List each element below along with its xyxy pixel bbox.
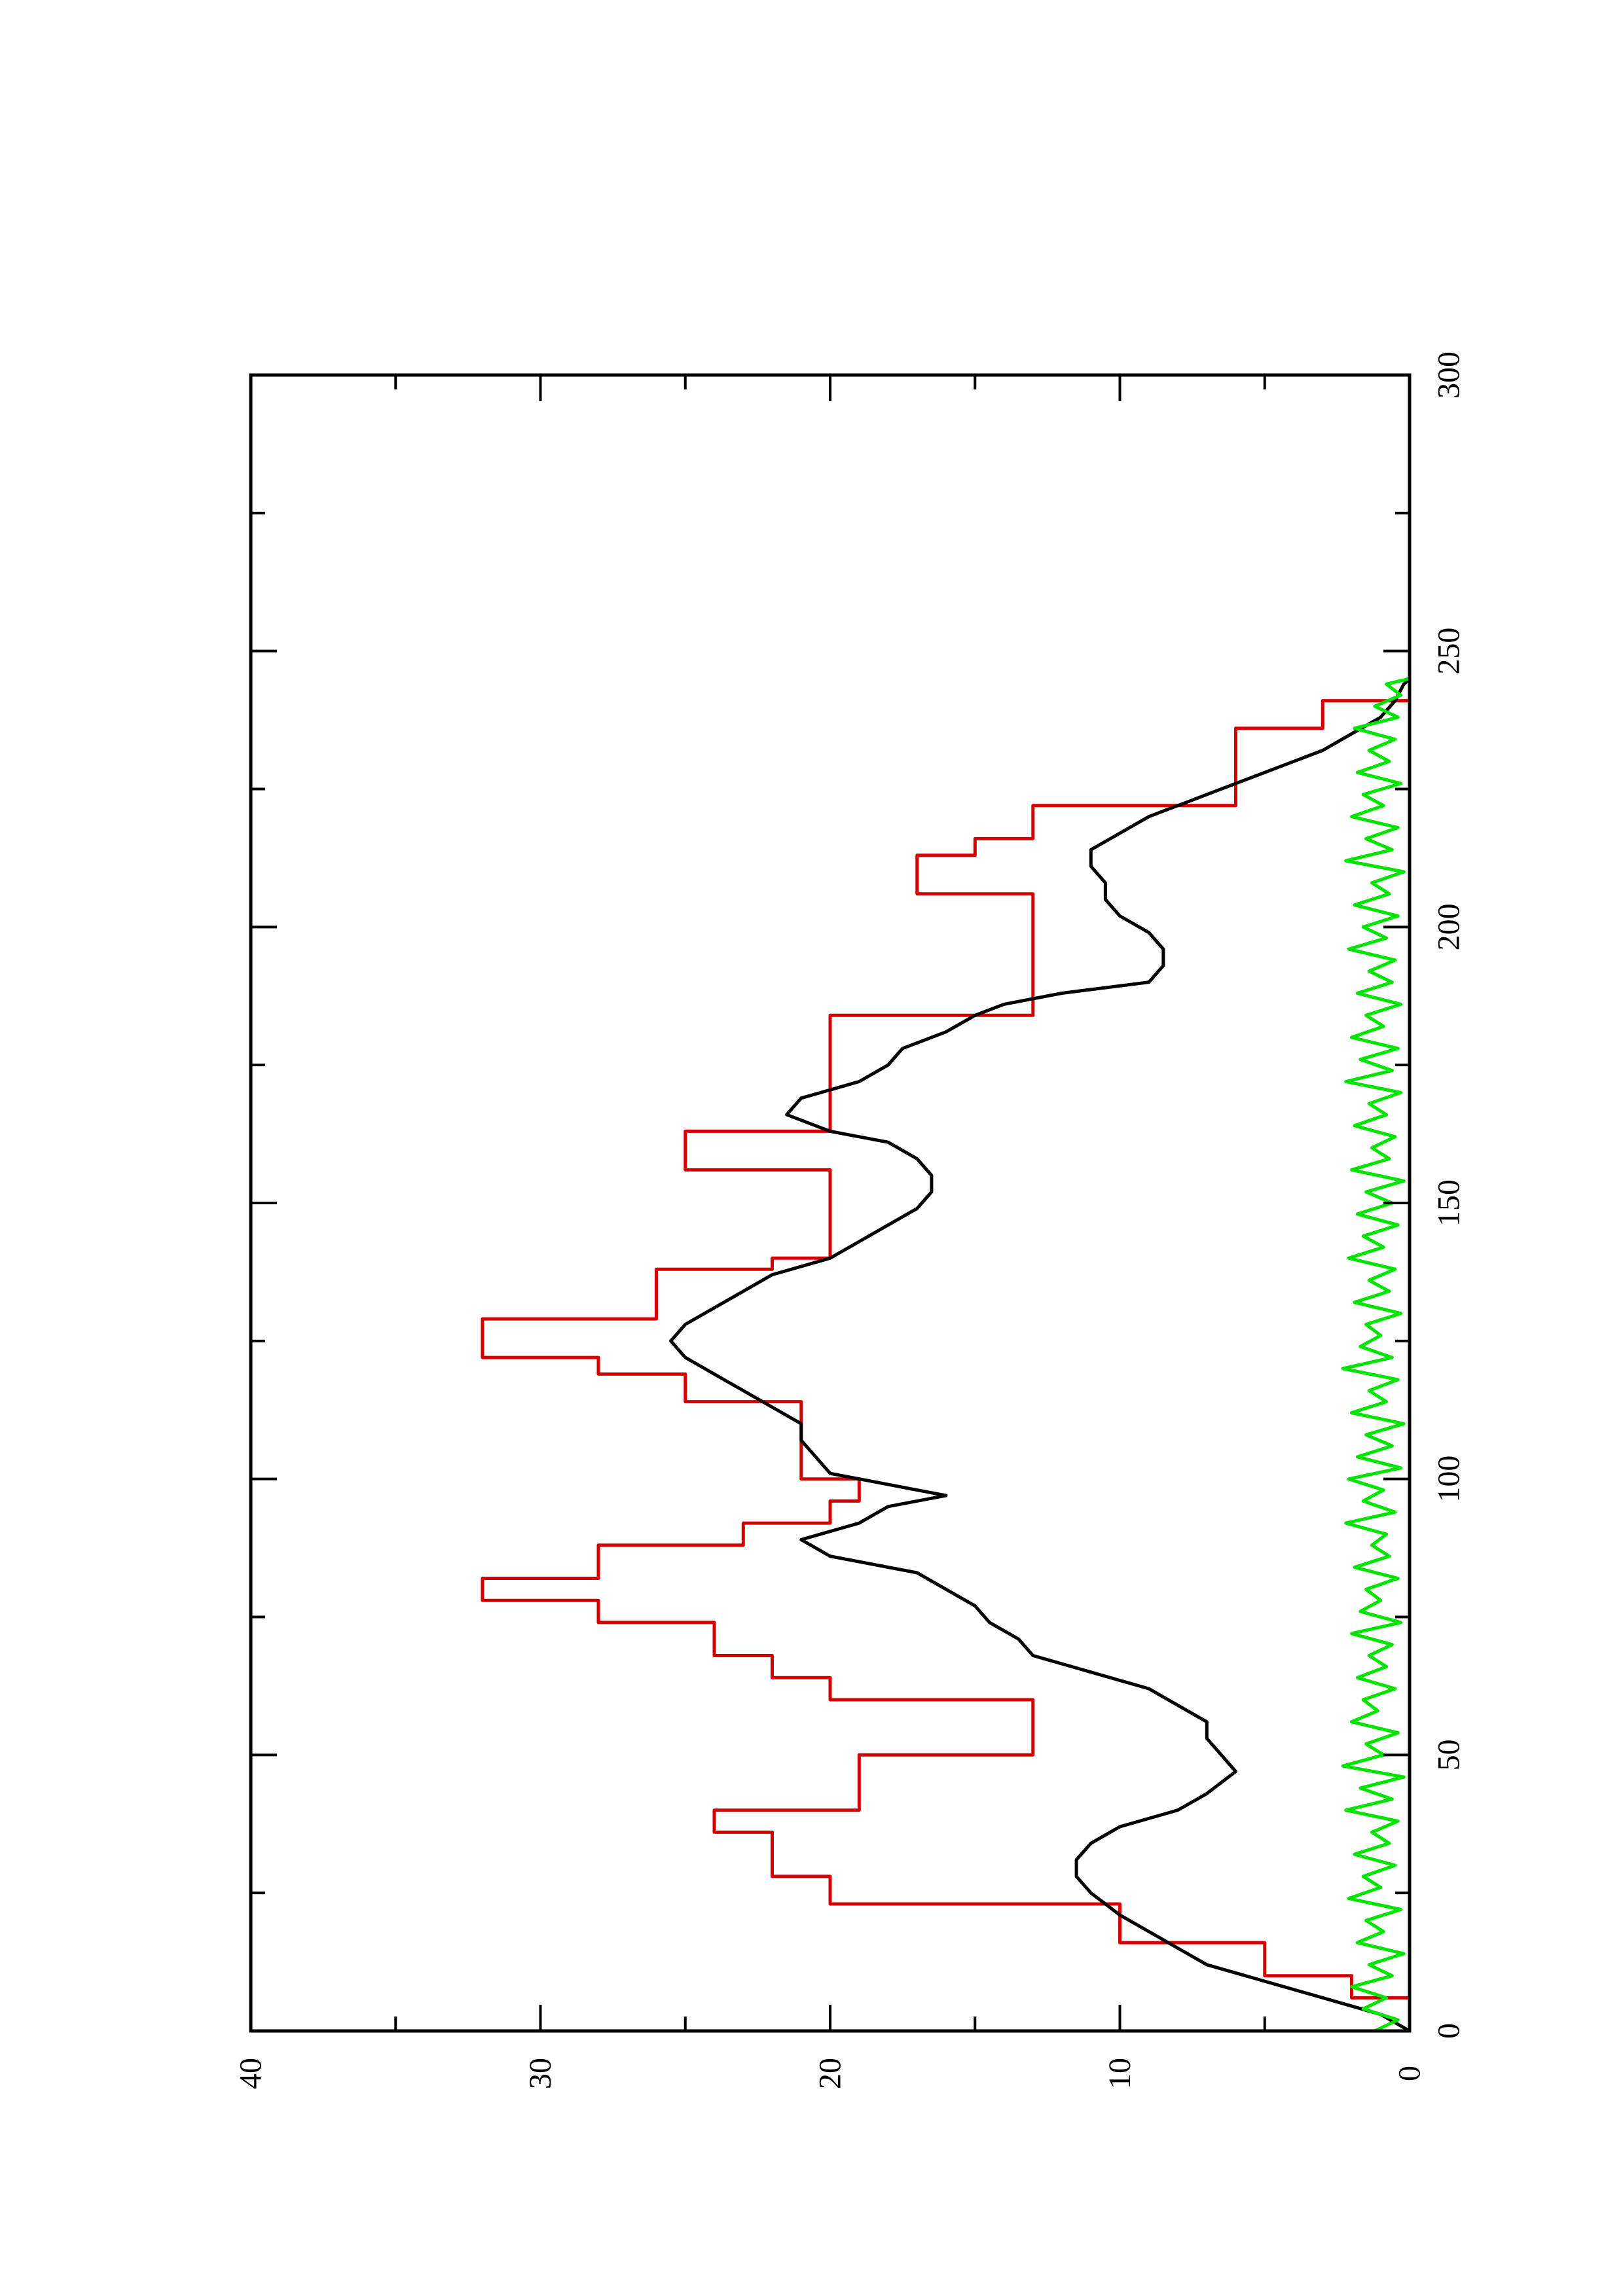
series-line-2 bbox=[669, 677, 1412, 2033]
x-tick-label: 250 bbox=[1432, 628, 1467, 675]
y-tick-label: 40 bbox=[234, 2058, 268, 2089]
y-tick-label: 30 bbox=[523, 2058, 558, 2089]
x-tick-label: 300 bbox=[1432, 351, 1467, 399]
x-tick-label: 100 bbox=[1432, 1456, 1467, 1503]
y-tick-label: 10 bbox=[1103, 2058, 1137, 2089]
tick-label-layer: 0 50 100 150 200 250 300 0 10 20 30 40 bbox=[234, 351, 1467, 2089]
series-line-3 bbox=[1341, 677, 1412, 2033]
x-tick-label: 0 bbox=[1432, 2023, 1467, 2039]
series-layer bbox=[481, 677, 1412, 2033]
y-tick-label: 0 bbox=[1393, 2066, 1427, 2081]
x-tick-label: 150 bbox=[1432, 1179, 1467, 1227]
x-tick-label: 50 bbox=[1432, 1739, 1467, 1770]
y-tick-label: 20 bbox=[813, 2058, 848, 2089]
tick-layer bbox=[249, 374, 1411, 2032]
x-tick-label: 200 bbox=[1432, 903, 1467, 950]
